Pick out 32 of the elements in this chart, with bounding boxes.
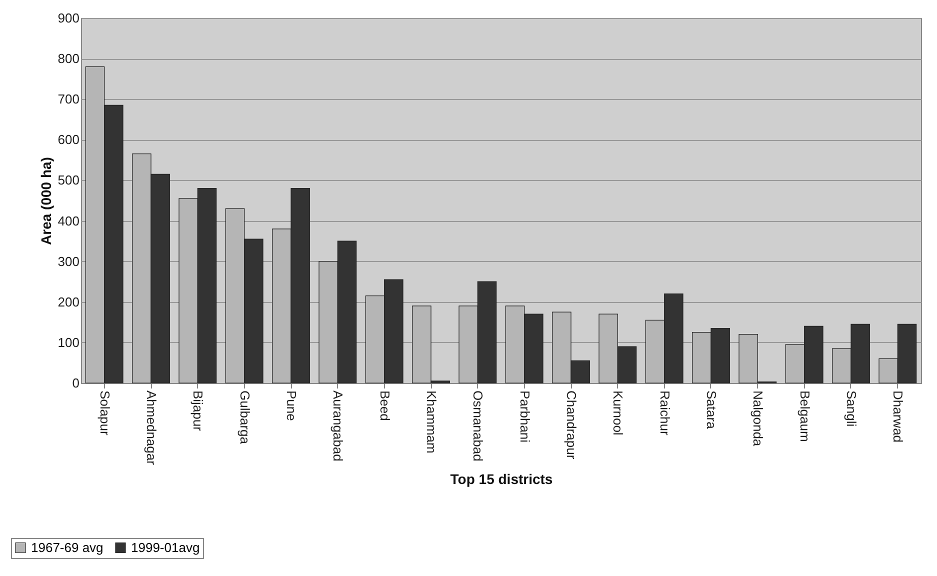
x-axis-title: Top 15 districts — [450, 470, 553, 487]
x-tick-label: Pune — [284, 390, 299, 421]
x-tick-label: Beed — [377, 390, 392, 421]
x-tick-label: Raichur — [657, 390, 672, 436]
y-tick-label: 0 — [72, 376, 80, 390]
y-tick-label: 200 — [58, 294, 80, 310]
x-tick-label: Dharwad — [890, 390, 906, 443]
x-tick-label: Belgaum — [797, 390, 812, 442]
x-tick-label: Bijapur — [190, 390, 206, 432]
y-tick-label: 100 — [58, 334, 80, 350]
y-tick-label: 600 — [58, 132, 80, 148]
legend-label: 1999-01avg — [131, 540, 200, 555]
y-axis-title: Area (000 ha) — [38, 157, 54, 245]
x-tick-label: Kurnool — [610, 390, 626, 436]
x-tick-label: Osmanabad — [470, 390, 486, 462]
x-tick-label: Ahmednagar — [144, 390, 159, 466]
legend-label: 1967-69 avg — [31, 540, 104, 555]
y-tick-label: 400 — [58, 213, 80, 228]
x-tick-label: Satara — [704, 390, 719, 430]
x-tick-label: Solapur — [97, 390, 112, 436]
y-tick-label: 900 — [58, 10, 80, 26]
y-tick-label: 700 — [58, 92, 80, 107]
x-tick-label: Khammam — [424, 390, 439, 454]
x-tick-label: Chandrapur — [564, 390, 579, 460]
y-tick-label: 300 — [58, 254, 80, 269]
y-tick-label: 800 — [58, 51, 80, 66]
x-tick-label: Aurangabad — [330, 390, 346, 462]
x-tick-label: Parbhani — [517, 390, 532, 443]
x-tick-label: Gulbarga — [237, 390, 252, 445]
y-tick-label: 500 — [58, 172, 80, 188]
x-tick-label: Nalgonda — [750, 390, 766, 447]
x-tick-label: Sangli — [844, 390, 859, 427]
